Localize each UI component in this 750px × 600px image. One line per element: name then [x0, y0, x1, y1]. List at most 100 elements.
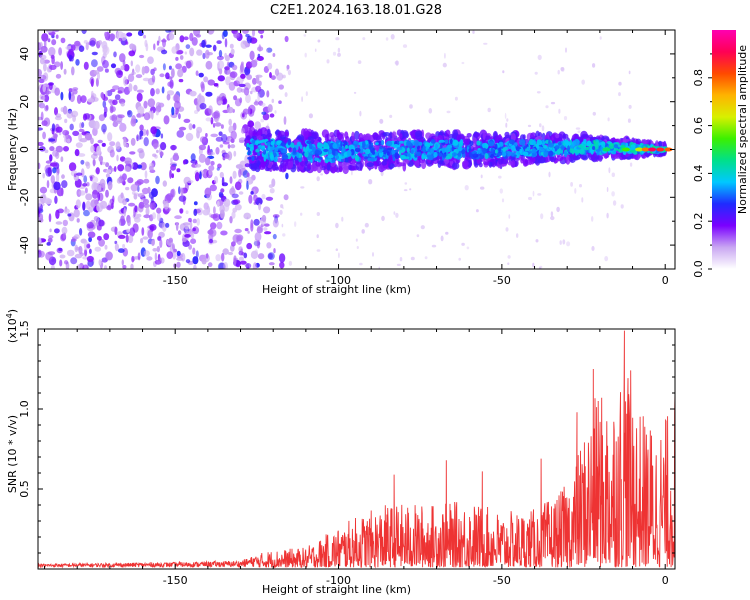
noise-blob	[159, 151, 164, 157]
noise-blob	[174, 100, 181, 110]
noise-blob	[162, 38, 166, 48]
band-core	[444, 139, 449, 144]
noise-blob	[42, 94, 46, 103]
noise-blob	[258, 203, 262, 211]
noise-blob	[229, 43, 234, 49]
noise-blob	[155, 88, 160, 95]
band-core	[416, 151, 422, 157]
noise-blob	[96, 202, 103, 213]
noise-dot	[357, 60, 362, 64]
noise-blob	[80, 168, 85, 178]
noise-blob	[267, 104, 273, 113]
noise-blob	[271, 98, 275, 103]
noise-blob	[136, 213, 142, 218]
band-core	[303, 148, 308, 153]
noise-blob	[39, 186, 48, 194]
noise-blob	[43, 62, 47, 72]
band-halo	[284, 131, 289, 137]
noise-blob	[60, 107, 64, 113]
noise-blob	[222, 98, 228, 105]
noise-blob	[89, 248, 92, 254]
noise-blob	[196, 130, 200, 139]
noise-blob	[149, 224, 157, 231]
noise-blob	[188, 123, 193, 131]
noise-dot	[261, 102, 266, 107]
band-halo	[562, 133, 569, 139]
noise-blob	[46, 242, 51, 246]
band-halo	[299, 160, 306, 167]
noise-dot	[261, 193, 266, 200]
noise-blob	[89, 176, 93, 182]
noise-blob	[53, 181, 61, 191]
noise-blob	[233, 150, 237, 157]
noise-dot	[487, 107, 491, 113]
band-core	[578, 145, 584, 148]
noise-blob	[224, 38, 228, 48]
noise-blob	[206, 148, 212, 156]
noise-blob	[253, 194, 258, 203]
band-core	[274, 146, 279, 152]
noise-blob	[74, 149, 80, 157]
band-core	[369, 153, 372, 158]
noise-blob	[113, 166, 117, 172]
noise-blob	[75, 199, 81, 209]
band-core	[340, 141, 343, 148]
band-halo	[301, 141, 306, 148]
band-core	[494, 149, 498, 154]
spectrogram-ticks: -150 -100 -50 0 -40 -20 0 20 40	[18, 29, 675, 287]
band-core	[612, 150, 617, 155]
noise-blob	[243, 212, 251, 220]
band-core	[413, 140, 420, 147]
band-core	[490, 147, 495, 155]
noise-blob	[105, 162, 110, 168]
noise-blob	[83, 175, 88, 184]
band-core	[308, 151, 313, 158]
noise-dot	[563, 116, 568, 121]
noise-blob	[180, 187, 184, 196]
noise-blob	[250, 219, 254, 229]
noise-blob	[82, 264, 89, 269]
noise-blob	[216, 55, 224, 61]
noise-blob	[195, 34, 201, 38]
noise-blob	[38, 162, 41, 169]
noise-blob	[185, 44, 191, 49]
noise-blob	[242, 30, 249, 34]
band-halo	[330, 165, 338, 173]
noise-blob	[90, 78, 94, 88]
band-core	[406, 147, 410, 153]
band-core	[299, 144, 303, 150]
noise-blob	[184, 234, 191, 238]
noise-blob	[54, 195, 58, 204]
noise-blob	[81, 122, 85, 128]
band-halo	[452, 162, 460, 170]
noise-dot	[581, 79, 585, 85]
noise-blob	[265, 196, 274, 201]
noise-dot	[267, 123, 269, 127]
noise-blob	[107, 132, 113, 142]
noise-dot	[364, 222, 369, 228]
noise-blob	[40, 45, 48, 53]
colorbar-tick-label: 0.0	[692, 260, 705, 278]
noise-blob	[213, 83, 219, 87]
noise-dot	[461, 242, 465, 246]
noise-blob	[216, 221, 223, 230]
noise-blob	[179, 35, 185, 43]
noise-dot	[591, 216, 594, 222]
band-core	[338, 146, 343, 151]
noise-blob	[210, 222, 217, 230]
noise-blob	[190, 232, 195, 239]
noise-blob	[130, 184, 138, 192]
noise-dot	[540, 213, 544, 220]
noise-blob	[152, 153, 157, 157]
noise-blob	[93, 120, 100, 130]
noise-blob	[89, 228, 93, 233]
noise-blob	[104, 244, 108, 250]
y-tick-label: 20	[18, 95, 31, 109]
colorbar-tick-label: 0.6	[692, 117, 705, 135]
noise-blob	[44, 90, 52, 95]
noise-blob	[173, 93, 178, 103]
noise-blob	[86, 255, 94, 263]
noise-blob	[246, 172, 250, 178]
noise-blob	[79, 138, 88, 143]
band-core	[317, 142, 324, 149]
